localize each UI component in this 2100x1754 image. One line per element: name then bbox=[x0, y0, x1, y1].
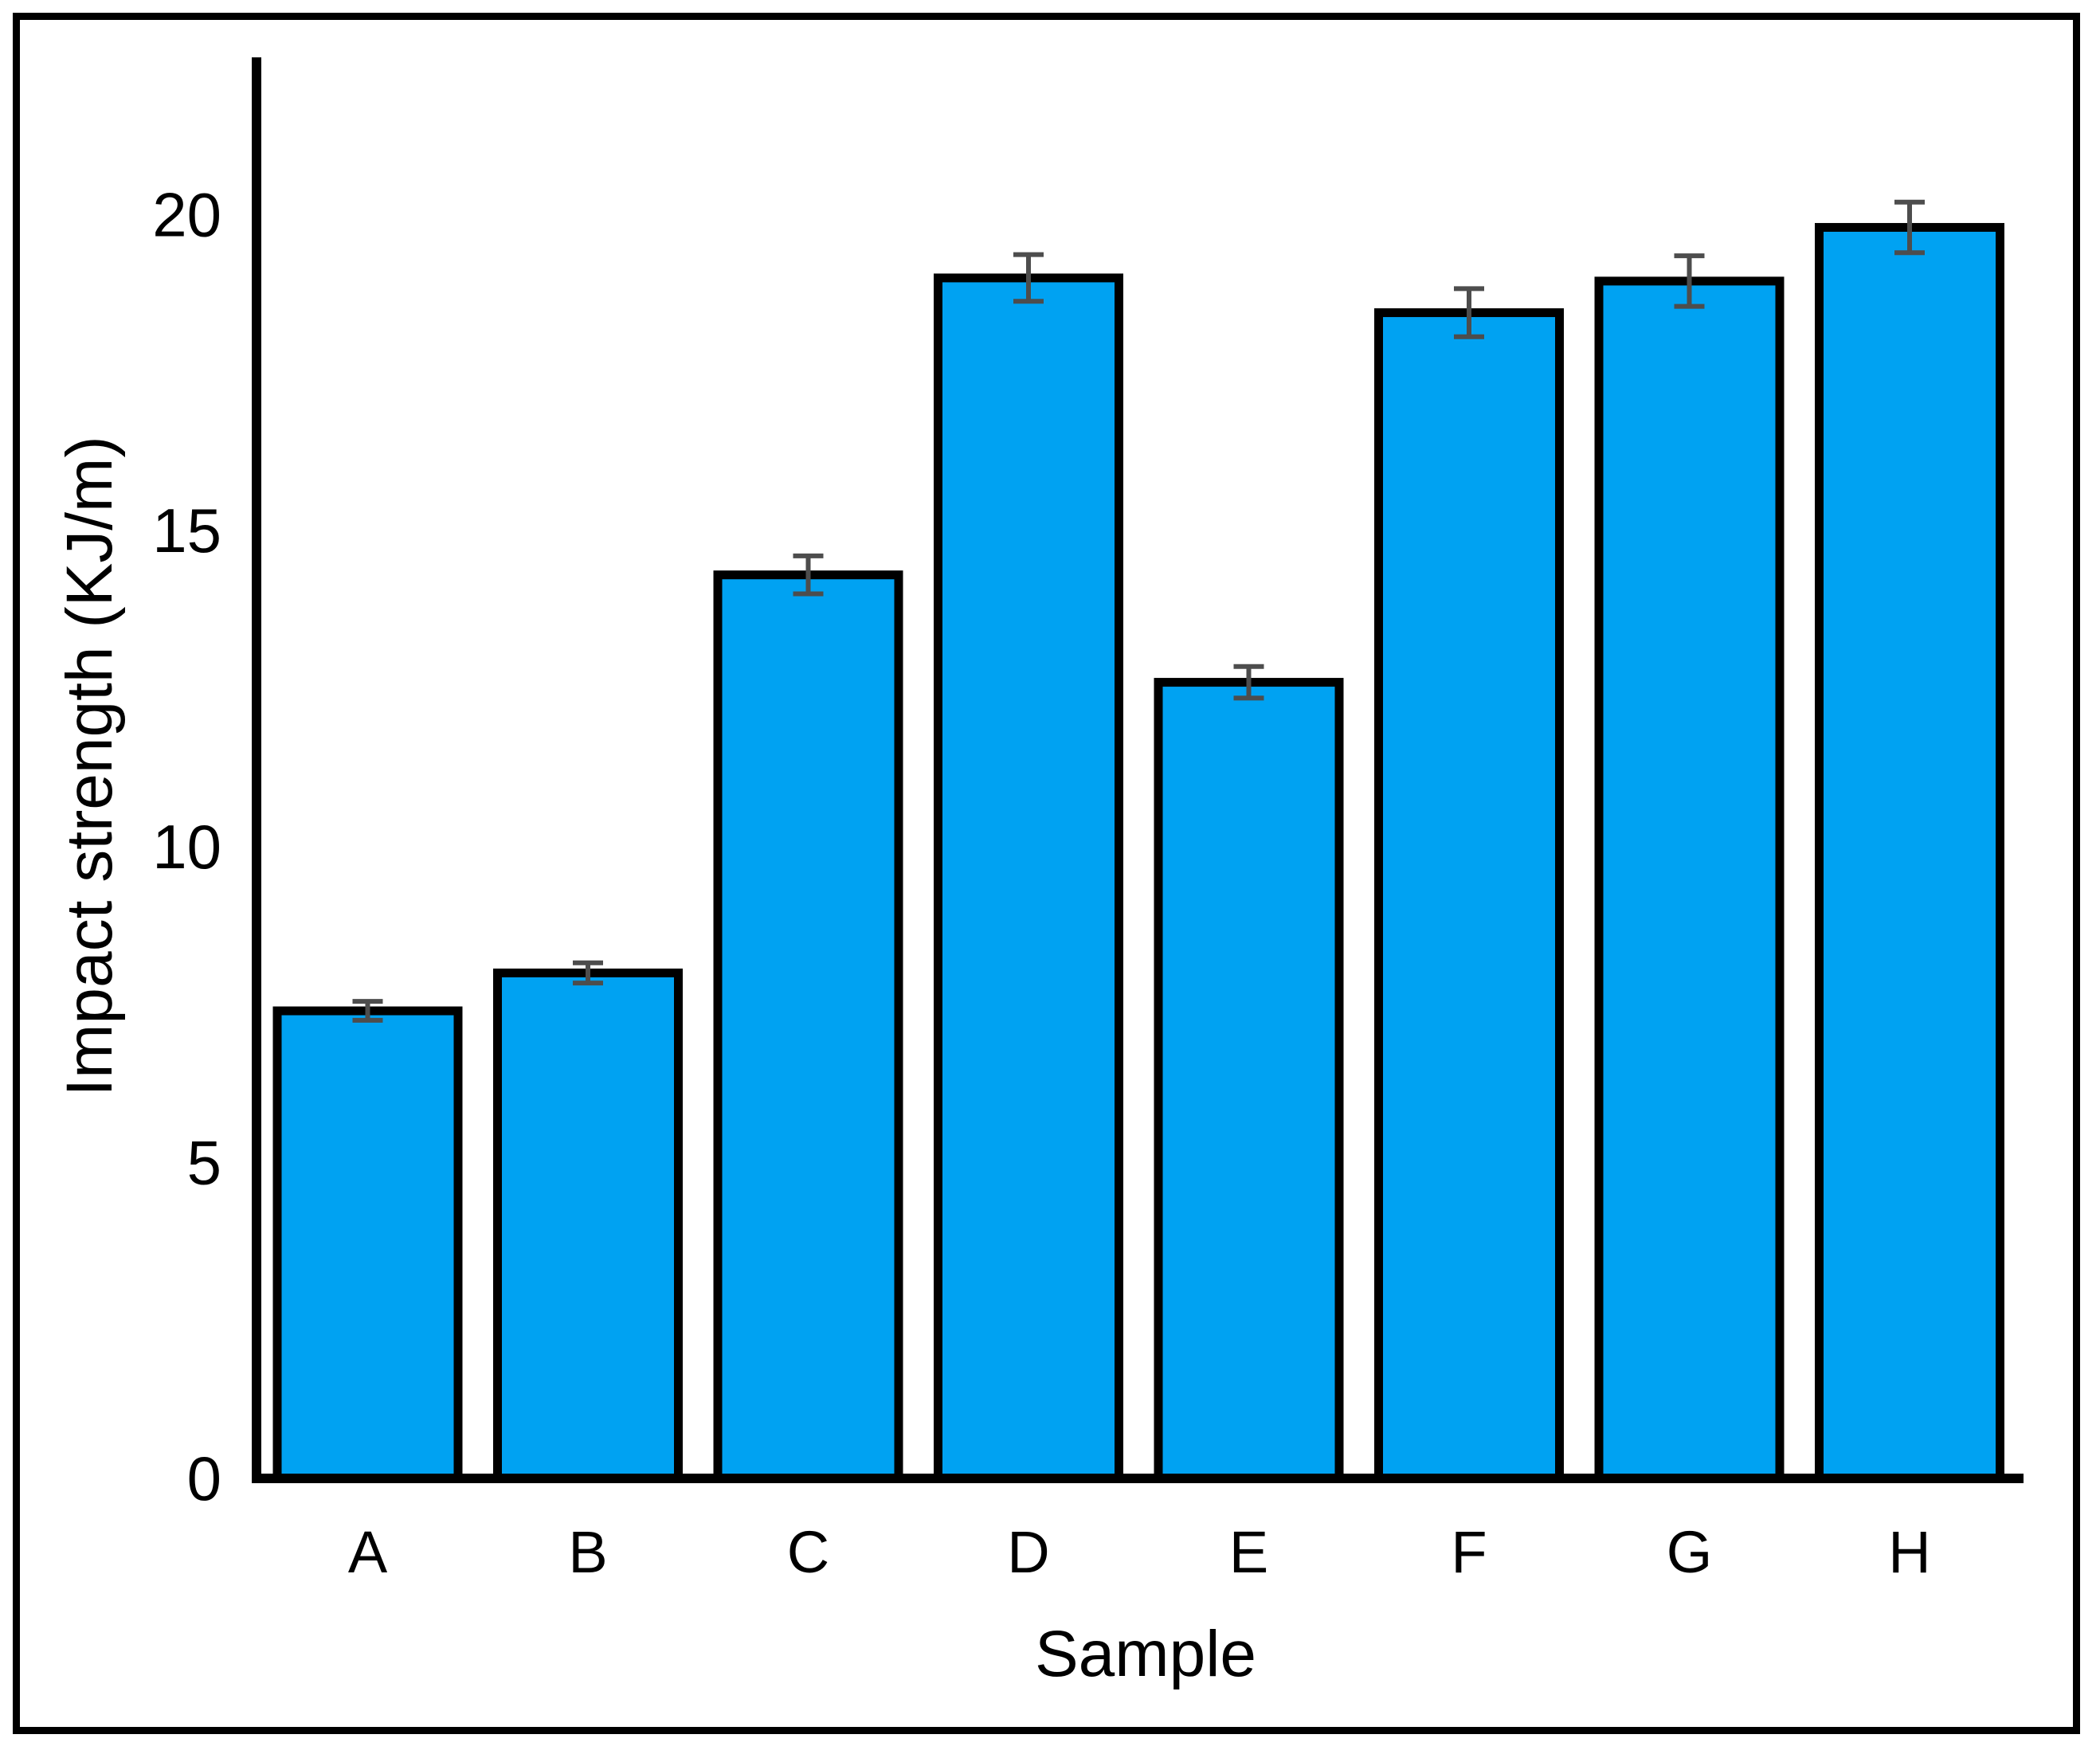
bar-G bbox=[1594, 276, 1785, 1483]
x-category-label-H: H bbox=[1888, 1519, 1930, 1585]
bar-D bbox=[934, 273, 1123, 1483]
y-tick-label-5: 5 bbox=[187, 1127, 221, 1197]
bar-A bbox=[272, 1006, 463, 1483]
x-category-label-A: A bbox=[348, 1519, 388, 1585]
x-category-label-G: G bbox=[1667, 1519, 1713, 1585]
figure-border bbox=[13, 13, 2080, 1734]
bar-C bbox=[713, 570, 903, 1483]
bar-E bbox=[1154, 678, 1344, 1483]
x-category-label-F: F bbox=[1451, 1519, 1487, 1585]
bar-H bbox=[1815, 222, 2004, 1483]
y-axis-title: Impact strength (KJ/m) bbox=[53, 436, 126, 1096]
y-tick-label-10: 10 bbox=[152, 812, 221, 882]
y-tick-label-20: 20 bbox=[152, 180, 221, 250]
y-tick-label-15: 15 bbox=[152, 495, 221, 566]
x-category-label-C: C bbox=[787, 1519, 829, 1585]
y-tick-label-0: 0 bbox=[187, 1443, 221, 1513]
x-category-label-D: D bbox=[1007, 1519, 1049, 1585]
x-category-label-E: E bbox=[1229, 1519, 1268, 1585]
bar-F bbox=[1374, 308, 1564, 1483]
bar-B bbox=[493, 968, 683, 1483]
x-axis-title: Sample bbox=[1035, 1618, 1256, 1690]
x-category-label-B: B bbox=[568, 1519, 607, 1585]
